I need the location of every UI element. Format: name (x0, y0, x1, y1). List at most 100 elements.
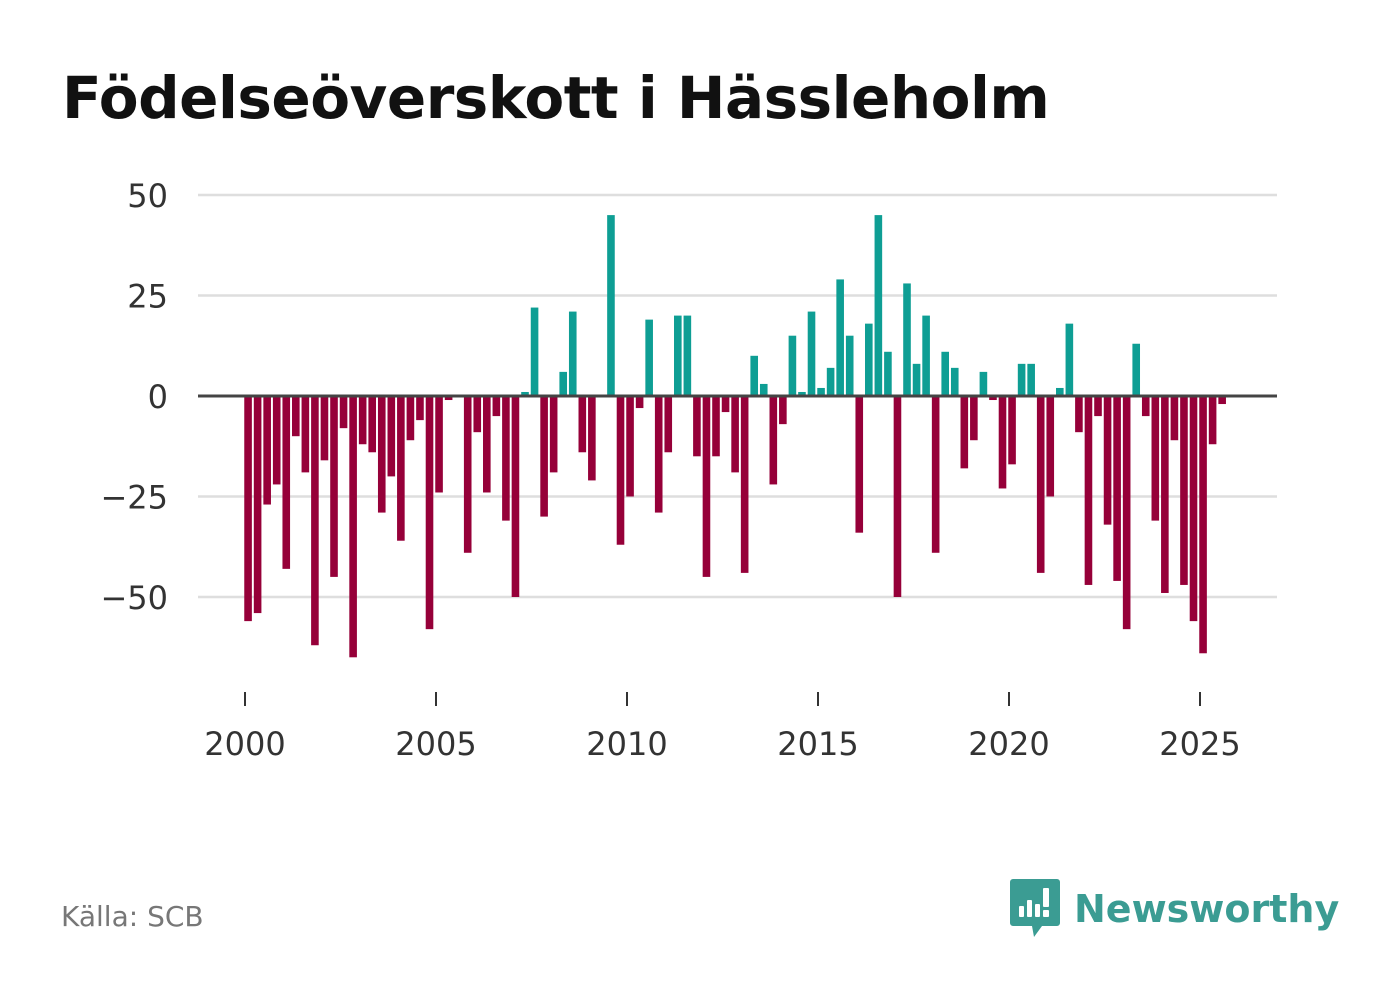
bar (740, 396, 749, 573)
bar (645, 319, 653, 396)
bar (693, 396, 701, 457)
bar (416, 396, 424, 421)
bar (330, 396, 338, 577)
bar (979, 371, 988, 396)
x-tick-label: 2010 (586, 725, 667, 763)
bar (1141, 396, 1150, 417)
brand-logo[interactable]: Newsworthy (1010, 878, 1339, 940)
bar (1180, 396, 1188, 585)
bar (970, 396, 978, 441)
bar (998, 396, 1007, 489)
bar (817, 387, 825, 396)
bar (721, 396, 730, 413)
bar (444, 396, 453, 401)
bar (1218, 396, 1226, 405)
y-tick-label: −50 (100, 579, 168, 617)
bar (406, 396, 415, 441)
gridlines (198, 193, 1277, 599)
bar (1161, 396, 1169, 593)
bar (931, 396, 940, 553)
bar (1036, 396, 1045, 573)
bar (425, 396, 434, 630)
bar (483, 396, 491, 493)
bar (884, 351, 892, 396)
bar (750, 355, 759, 396)
bar (941, 351, 950, 396)
y-tick-label: 50 (127, 177, 168, 215)
bar (626, 396, 634, 497)
bar (559, 371, 568, 396)
bar (855, 396, 864, 533)
bar (1084, 396, 1093, 585)
x-tick-label: 2015 (777, 725, 858, 763)
bar (1046, 396, 1055, 497)
bar (301, 396, 310, 473)
bar (397, 396, 405, 541)
bar (463, 396, 472, 553)
bar (1008, 396, 1016, 465)
bar (282, 396, 291, 569)
bar (339, 396, 348, 429)
bar (1170, 396, 1179, 441)
bar (874, 215, 883, 396)
bar (1103, 396, 1112, 525)
bar (1151, 396, 1160, 521)
bar (731, 396, 739, 473)
bar-series (244, 215, 1226, 658)
bar (502, 396, 510, 521)
x-tick-label: 2020 (968, 725, 1049, 763)
x-axis: 2000 2005 2010 2015 2020 2025 (204, 692, 1241, 763)
bar (368, 396, 377, 453)
chart-title: Födelseöverskott i Hässleholm (62, 64, 1050, 132)
bar (826, 367, 835, 396)
bar (769, 396, 778, 485)
bar (1056, 387, 1064, 396)
x-tick-label: 2005 (395, 725, 476, 763)
brand-name: Newsworthy (1074, 887, 1340, 931)
bar (654, 396, 663, 513)
newsworthy-logo-icon (1010, 879, 1060, 937)
bar (377, 396, 386, 513)
bar (253, 396, 262, 614)
bar (674, 315, 682, 396)
bar (779, 396, 787, 425)
bar (473, 396, 482, 433)
bar (578, 396, 587, 453)
bar (1075, 396, 1083, 433)
bar (244, 396, 252, 622)
bar (807, 311, 816, 396)
bar (349, 396, 357, 658)
bar (635, 396, 644, 409)
bar (912, 363, 921, 396)
bar (989, 396, 997, 401)
bar (311, 396, 319, 646)
bar (492, 396, 501, 417)
bar (1065, 323, 1074, 396)
bar (521, 391, 529, 396)
bar (1122, 396, 1131, 630)
bar (759, 383, 768, 396)
bar (320, 396, 329, 461)
bar (664, 396, 673, 453)
bar (788, 335, 797, 396)
bar (836, 279, 844, 396)
source-label: Källa: SCB (61, 900, 204, 933)
bar (607, 215, 615, 396)
bar (272, 396, 281, 485)
bar (530, 307, 539, 396)
bar (1094, 396, 1102, 417)
y-tick-label: −25 (100, 479, 168, 517)
bar (865, 323, 873, 396)
bar (292, 396, 300, 437)
bar (960, 396, 969, 469)
bar (588, 396, 596, 481)
bar (845, 335, 854, 396)
bar (263, 396, 271, 505)
bar (798, 391, 806, 396)
bar (1189, 396, 1198, 622)
bar (1208, 396, 1217, 445)
bar (1027, 363, 1035, 396)
bar (1113, 396, 1121, 581)
y-tick-label: 0 (148, 378, 168, 416)
